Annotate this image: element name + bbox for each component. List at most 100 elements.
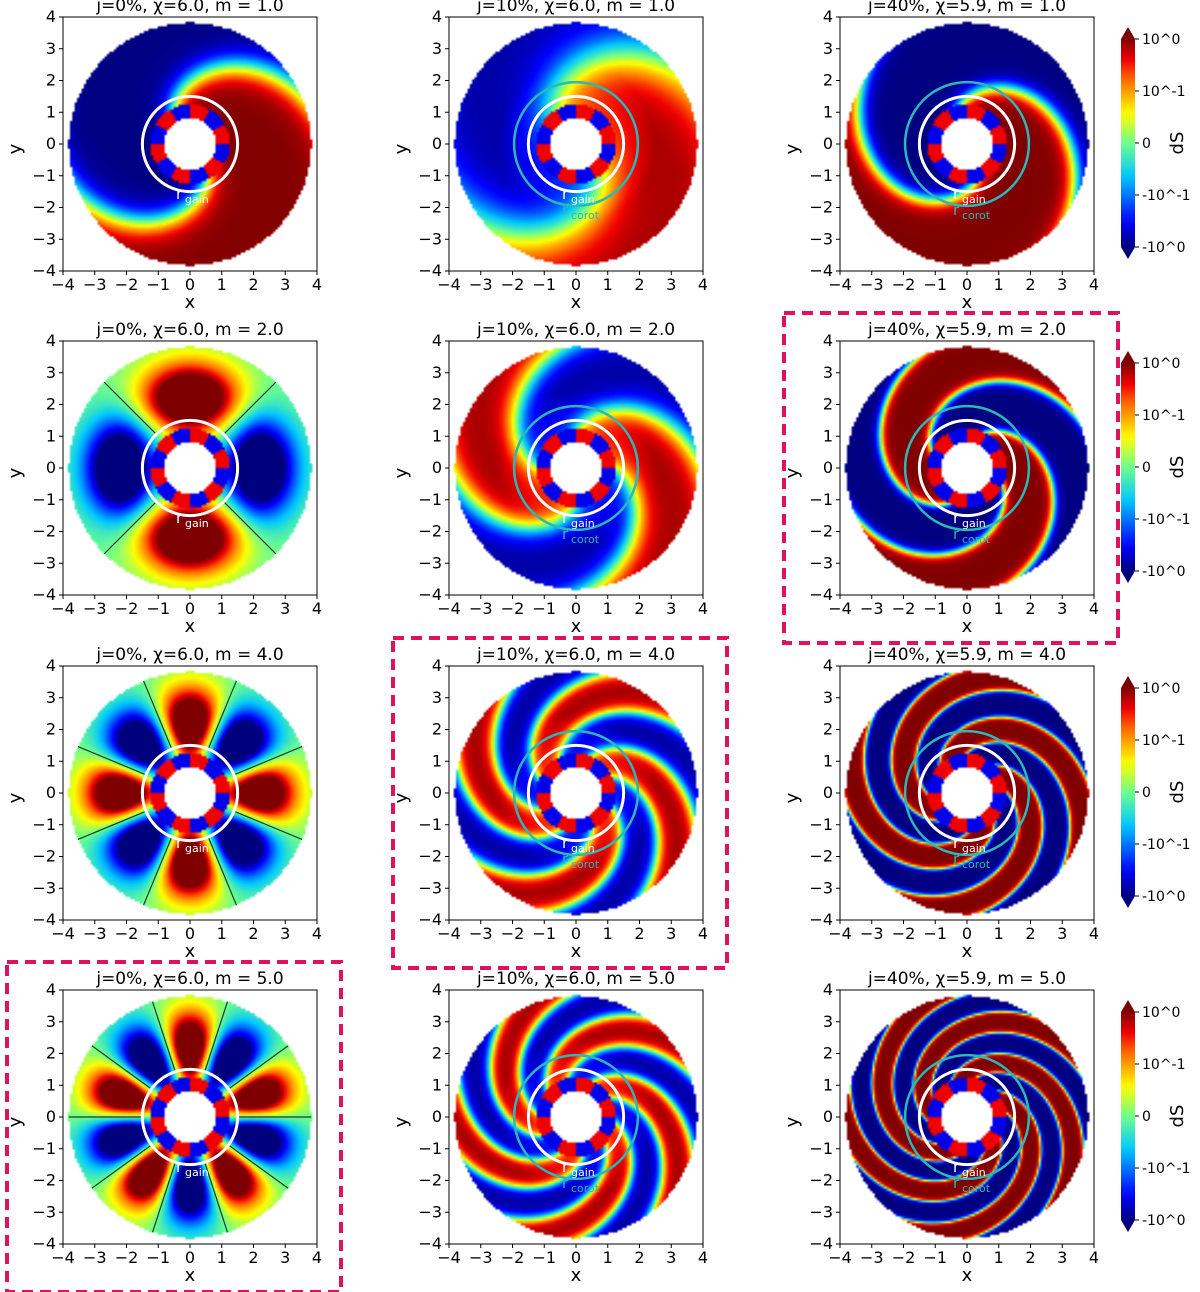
- gain-ring: [917, 418, 1017, 518]
- x-tick-label: −3: [83, 924, 107, 943]
- colorbar-1: 10^0 10^-1 0 -10^-1 -10^0 dS: [1121, 27, 1191, 259]
- x-axis-label: x: [962, 1265, 973, 1286]
- x-tick-label: 1: [603, 1248, 613, 1267]
- x-tick-label: −4: [51, 599, 75, 618]
- x-tick-label: −1: [923, 599, 947, 618]
- x-tick-label: 3: [666, 924, 676, 943]
- y-tick-label: 3: [823, 363, 833, 382]
- corot-subscript: corot: [571, 209, 600, 222]
- y-tick-label: 0: [823, 783, 833, 802]
- gain-subscript: gain: [185, 842, 209, 855]
- y-tick-label: 1: [432, 751, 442, 770]
- colorbar-body: [1121, 688, 1135, 896]
- panel-title: j=10%, χ=6.0, m = 4.0: [476, 645, 675, 665]
- x-tick-label: −3: [469, 275, 493, 294]
- contour-line: [228, 1045, 289, 1090]
- heatmap-image: [449, 17, 703, 271]
- y-tick-label: −2: [32, 847, 56, 866]
- x-tick-label: −1: [146, 1248, 170, 1267]
- x-tick-label: −1: [532, 599, 556, 618]
- y-tick-label: 3: [823, 688, 833, 707]
- gain-ring: [140, 418, 240, 518]
- y-axis-label: y: [391, 1116, 412, 1127]
- gain-label: r: [953, 1158, 960, 1176]
- corot-ring: [903, 1053, 1031, 1181]
- colorbar-tick-label: 10^-1: [1142, 733, 1186, 749]
- y-tick-label: −4: [418, 261, 442, 280]
- y-tick-label: −1: [32, 490, 56, 509]
- x-tick-label: 0: [185, 924, 195, 943]
- y-tick-label: 0: [823, 1107, 833, 1126]
- x-tick-label: 2: [248, 599, 258, 618]
- x-tick-label: −2: [115, 599, 139, 618]
- contour-line: [151, 1162, 176, 1233]
- contour-line: [77, 746, 147, 776]
- x-tick-label: 3: [280, 275, 290, 294]
- y-tick-label: 4: [432, 980, 442, 999]
- x-axis-label: x: [185, 616, 196, 637]
- x-tick-label: 2: [634, 1248, 644, 1267]
- heatmap-image: [63, 17, 317, 271]
- panel-title: j=40%, χ=5.9, m = 2.0: [867, 320, 1066, 340]
- gain-ring: [140, 1067, 240, 1167]
- x-tick-label: 4: [312, 924, 322, 943]
- colorbar-tick-label: -10^-1: [1142, 837, 1191, 853]
- colorbar-tick-label: 10^0: [1142, 681, 1180, 697]
- y-tick-label: 2: [432, 71, 442, 90]
- contour-line: [204, 1162, 229, 1233]
- corot-ring: [512, 80, 640, 208]
- x-tick-label: 0: [962, 599, 972, 618]
- x-tick-label: −3: [860, 1248, 884, 1267]
- x-axis-label: x: [185, 1265, 196, 1286]
- y-tick-label: 4: [46, 656, 56, 675]
- x-tick-label: 1: [994, 275, 1004, 294]
- gain-label: r: [953, 185, 960, 203]
- x-tick-label: −3: [83, 599, 107, 618]
- y-tick-label: 2: [46, 395, 56, 414]
- contour-line: [91, 1045, 152, 1090]
- gain-subscript: gain: [962, 517, 986, 530]
- y-tick-label: 4: [432, 331, 442, 350]
- x-tick-label: 2: [1025, 924, 1035, 943]
- y-tick-label: −4: [418, 910, 442, 929]
- x-tick-label: −3: [83, 275, 107, 294]
- x-tick-label: 4: [698, 599, 708, 618]
- x-tick-label: 2: [634, 599, 644, 618]
- y-tick-label: −1: [418, 166, 442, 185]
- x-tick-label: 4: [1089, 599, 1099, 618]
- corot-subscript: corot: [962, 1182, 991, 1195]
- gain-label: r: [953, 509, 960, 527]
- x-tick-label: 2: [1025, 275, 1035, 294]
- x-tick-label: 4: [1089, 275, 1099, 294]
- y-tick-label: −2: [809, 847, 833, 866]
- contour-line: [228, 1144, 289, 1189]
- panel-title: j=0%, χ=6.0, m = 2.0: [95, 320, 283, 340]
- y-tick-label: −4: [809, 1234, 833, 1253]
- corot-subscript: corot: [571, 533, 600, 546]
- x-tick-label: 3: [1057, 924, 1067, 943]
- gain-subscript: gain: [571, 842, 595, 855]
- contour-line: [223, 501, 277, 555]
- panel-title: j=0%, χ=6.0, m = 5.0: [95, 969, 283, 989]
- y-tick-label: −1: [809, 1139, 833, 1158]
- colorbar-tick-label: 10^0: [1142, 1005, 1180, 1021]
- colorbar-tick-label: -10^0: [1142, 240, 1186, 256]
- y-tick-label: 1: [46, 751, 56, 770]
- y-axis-label: y: [391, 467, 412, 478]
- y-tick-label: 4: [823, 656, 833, 675]
- x-tick-label: −2: [892, 924, 916, 943]
- x-tick-label: 4: [698, 1248, 708, 1267]
- colorbars-layer: 10^0 10^-1 0 -10^-1 -10^0 dS 10^0 10^-1 0 -10^-1 -…: [1121, 27, 1191, 1232]
- contour-line: [207, 836, 237, 906]
- x-tick-label: −3: [83, 1248, 107, 1267]
- y-tick-label: 1: [823, 1075, 833, 1094]
- x-axis-label: x: [962, 941, 973, 962]
- gain-subscript: gain: [185, 193, 209, 206]
- y-tick-label: 2: [823, 1044, 833, 1063]
